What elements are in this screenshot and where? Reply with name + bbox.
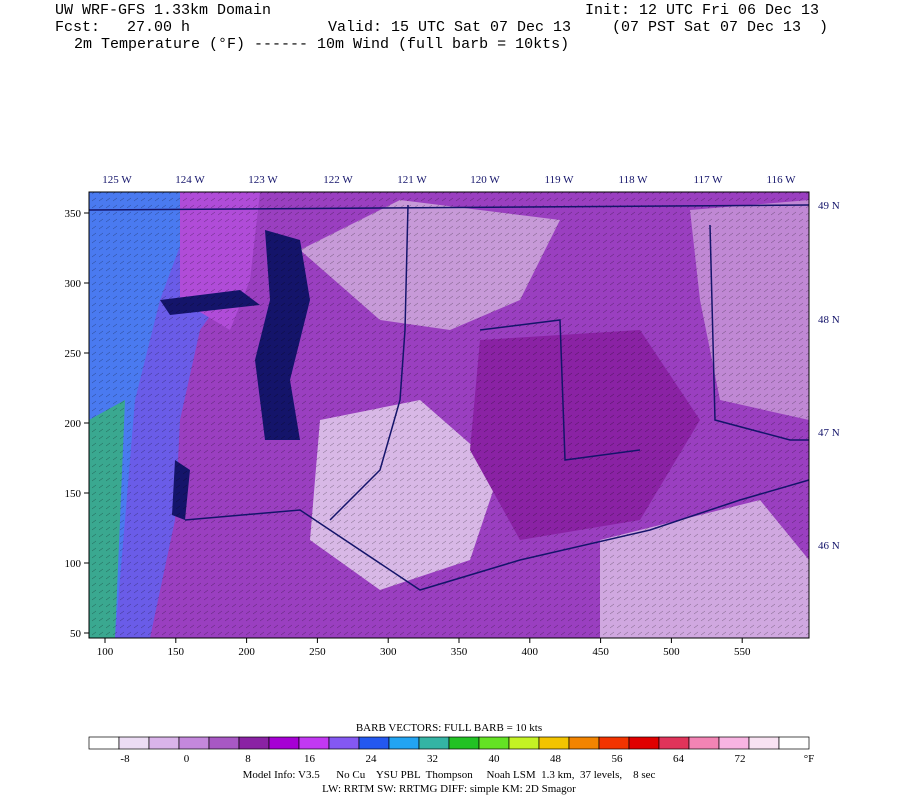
x-tick-label: 400 [522,646,539,658]
title: UW WRF-GFS 1.33km Domain [55,2,272,19]
longitude-label: 122 W [323,174,353,186]
x-tick-label: 150 [168,646,185,658]
colorbar-swatch [658,736,690,750]
local-time: (07 PST Sat 07 Dec 13 ) [612,19,829,36]
colorbar-swatch [748,736,780,750]
colorbar-swatch [118,736,150,750]
x-tick-label: 100 [97,646,114,658]
longitude-label: 123 W [248,174,278,186]
y-tick-label: 150 [65,488,82,500]
y-tick-label: 250 [65,348,82,360]
colorbar-swatch [268,736,300,750]
x-tick-label: 550 [734,646,751,658]
colorbar-swatch [538,736,570,750]
longitude-label: 120 W [470,174,500,186]
colorbar-label: 24 [366,753,378,765]
x-tick-label: 350 [451,646,468,658]
latitude-label: 46 N [818,540,840,552]
colorbar-label: 56 [612,753,624,765]
longitude-label: 118 W [618,174,648,186]
x-tick-label: 450 [592,646,609,658]
colorbar-swatch [178,736,210,750]
model-physics: LW: RRTM SW: RRTMG DIFF: simple KM: 2D S… [322,783,576,795]
longitude-label: 116 W [766,174,796,186]
y-tick-label: 200 [65,418,82,430]
colorbar-swatch [778,736,810,750]
colorbar-swatch [148,736,180,750]
colorbar-swatch [88,736,120,750]
colorbar-swatch [568,736,600,750]
y-tick-label: 350 [65,208,82,220]
latitude-label: 47 N [818,427,840,439]
colorbar-swatch [388,736,420,750]
colorbar-label: -8 [120,753,130,765]
y-tick-label: 50 [70,628,82,640]
colorbar-title: BARB VECTORS: FULL BARB = 10 kts [356,722,542,734]
colorbar-label: 8 [245,753,251,765]
y-tick-label: 300 [65,278,82,290]
colorbar-swatch [628,736,660,750]
colorbar-swatch [598,736,630,750]
x-tick-label: 200 [238,646,255,658]
x-tick-label: 300 [380,646,397,658]
colorbar-label: 32 [427,753,438,765]
colorbar-label: 64 [673,753,685,765]
colorbar-swatch [448,736,480,750]
colorbar-swatch [358,736,390,750]
map-field [88,192,810,638]
longitude-label: 119 W [544,174,574,186]
model-info: Model Info: V3.5 No Cu YSU PBL Thompson … [243,769,656,781]
latitude-label: 49 N [818,200,840,212]
init-time: Init: 12 UTC Fri 06 Dec 13 [585,2,820,19]
longitude-label: 124 W [175,174,205,186]
colorbar-swatch [298,736,330,750]
colorbar-swatch [478,736,510,750]
map-frame [88,191,810,639]
colorbar-swatch [688,736,720,750]
y-tick-label: 100 [65,558,82,570]
colorbar-swatch [718,736,750,750]
longitude-label: 125 W [102,174,132,186]
colorbar-label: 40 [489,753,501,765]
latitude-label: 48 N [818,314,840,326]
valid-time: Valid: 15 UTC Sat 07 Dec 13 [328,19,572,36]
colorbar-label: 0 [184,753,190,765]
colorbar-label: 48 [550,753,562,765]
colorbar-swatch [418,736,450,750]
colorbar-unit: °F [804,753,815,765]
field-description: 2m Temperature (°F) ------ 10m Wind (ful… [74,36,570,53]
forecast-hour: Fcst: 27.00 h [55,19,191,36]
colorbar-swatch [328,736,360,750]
colorbar-swatch [238,736,270,750]
colorbar-swatch [208,736,240,750]
longitude-label: 117 W [693,174,723,186]
longitude-label: 121 W [397,174,427,186]
colorbar-label: 16 [304,753,316,765]
x-tick-label: 500 [663,646,680,658]
colorbar-label: 72 [735,753,746,765]
x-tick-label: 250 [309,646,326,658]
colorbar-swatch [508,736,540,750]
